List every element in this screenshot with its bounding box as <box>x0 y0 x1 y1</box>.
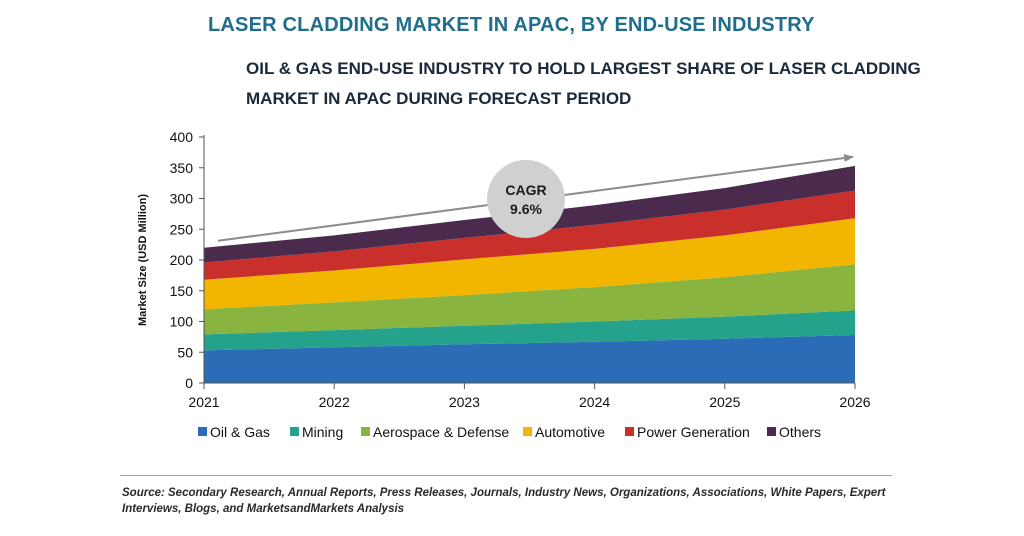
y-tick-label: 400 <box>170 129 194 145</box>
legend-label: Aerospace & Defense <box>373 424 509 440</box>
y-tick-label: 50 <box>177 344 193 360</box>
y-axis-title: Market Size (USD Million) <box>137 194 149 326</box>
legend-swatch <box>523 427 532 436</box>
x-tick-label: 2026 <box>839 394 870 410</box>
cagr-badge: CAGR 9.6% <box>487 160 565 238</box>
legend-label: Mining <box>302 424 343 440</box>
y-tick-label: 100 <box>170 314 194 330</box>
chart-subtitle: OIL & GAS END-USE INDUSTRY TO HOLD LARGE… <box>246 59 921 108</box>
area-series-2 <box>204 264 855 335</box>
legend-label: Others <box>779 424 821 440</box>
x-tick-label: 2023 <box>449 394 480 410</box>
area-series-0 <box>204 335 855 383</box>
legend-swatch <box>767 427 776 436</box>
y-tick-label: 0 <box>185 375 193 391</box>
x-tick-label: 2021 <box>188 394 219 410</box>
legend-swatch <box>198 427 207 436</box>
source-note: Source: Secondary Research, Annual Repor… <box>122 487 886 515</box>
cagr-value: 9.6% <box>510 201 542 217</box>
legend-label: Oil & Gas <box>210 424 270 440</box>
footer-divider <box>120 475 892 476</box>
stacked-area-chart: 0 50 100 150 200 250 300 350 400 2021 2022 2023 202… <box>137 129 871 440</box>
y-tick-label: 150 <box>170 283 194 299</box>
legend-swatch <box>625 427 634 436</box>
legend-label: Automotive <box>535 424 605 440</box>
cagr-label: CAGR <box>505 182 546 198</box>
legend-swatch <box>290 427 299 436</box>
x-tick-label: 2025 <box>709 394 740 410</box>
x-tick-label: 2022 <box>319 394 350 410</box>
y-tick-label: 350 <box>170 160 194 176</box>
area-series-1 <box>204 310 855 351</box>
y-tick-label: 200 <box>170 252 194 268</box>
chart-title: LASER CLADDING MARKET IN APAC, BY END-US… <box>208 14 815 36</box>
area-series-3 <box>204 218 855 310</box>
y-tick-label: 250 <box>170 221 194 237</box>
legend-swatch <box>361 427 370 436</box>
y-tick-label: 300 <box>170 191 194 207</box>
x-tick-label: 2024 <box>579 394 610 410</box>
legend-label: Power Generation <box>637 424 750 440</box>
legend: Oil & Gas Mining Aerospace & Defense Automo… <box>198 424 821 440</box>
